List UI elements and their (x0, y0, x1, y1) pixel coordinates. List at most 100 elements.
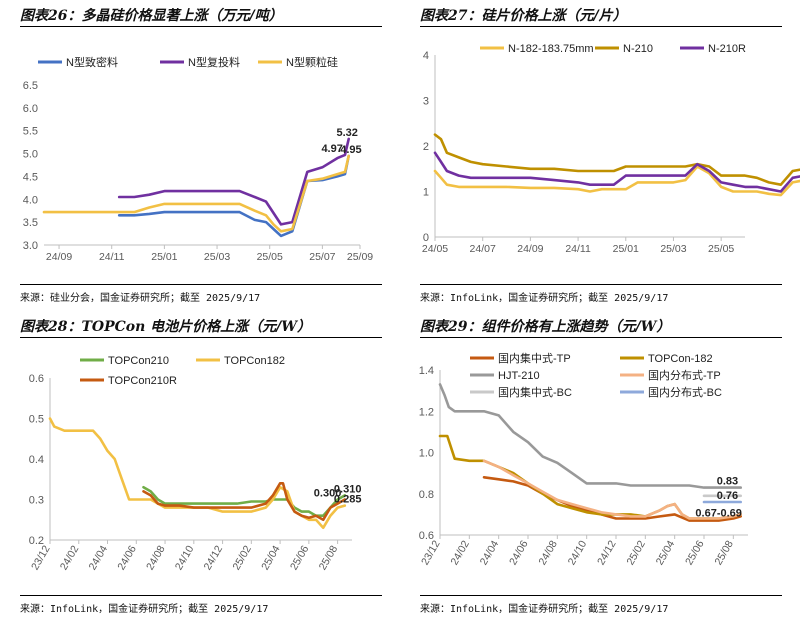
y-tick-label: 3.5 (23, 217, 38, 229)
y-tick-label: 0.6 (419, 530, 434, 542)
series-line (482, 476, 743, 522)
x-tick-label: 24/07 (470, 243, 496, 255)
x-tick-label: 25/05 (708, 243, 734, 255)
data-label: 0.310 (334, 483, 362, 495)
x-tick-label: 24/02 (58, 543, 82, 572)
x-tick-label: 25/09 (347, 251, 373, 263)
panel-cell: 图表28：TOPCon 电池片价格上涨（元/W） 0.2 0.3 0.4 0.5 0.6… (0, 311, 400, 621)
x-tick-label: 25/03 (204, 251, 230, 263)
x-tick-label: 25/06 (683, 538, 707, 567)
chart-title: 图表29：组件价格有上涨趋势（元/W） (420, 319, 671, 335)
legend-label: TOPCon210R (108, 375, 177, 387)
data-label: 0.285 (334, 494, 362, 506)
y-tick-label: 3.0 (23, 240, 38, 252)
x-tick-label: 25/08 (712, 538, 736, 567)
legend-label: N-210R (708, 43, 746, 55)
x-tick-label: 24/08 (144, 543, 168, 572)
series-line (482, 459, 743, 520)
data-label: 0.76 (717, 490, 738, 502)
x-tick-label: 25/02 (624, 538, 648, 567)
panel-module: 图表29：组件价格有上涨趋势（元/W） 0.6 0.8 1.0 1.2 1.4 23/12… (400, 311, 800, 621)
y-tick-label: 0.3 (29, 495, 44, 507)
x-tick-label: 24/06 (507, 538, 531, 567)
legend-label: TOPCon182 (224, 355, 285, 367)
x-tick-label: 24/04 (478, 538, 502, 567)
legend-label: 国内分布式-BC (648, 385, 722, 399)
x-tick-label: 25/06 (288, 543, 312, 572)
y-tick-label: 0.5 (29, 414, 44, 426)
chart-title: 图表27：硅片价格上涨（元/片） (420, 8, 627, 24)
x-tick-label: 24/12 (202, 543, 226, 572)
source-rule (420, 595, 782, 596)
y-tick-label: 1.2 (419, 406, 434, 418)
y-tick-label: 5.0 (23, 149, 38, 161)
y-tick-label: 6.0 (23, 103, 38, 115)
series-line (438, 383, 743, 489)
y-tick-label: 4.5 (23, 171, 38, 183)
y-tick-label: 1.0 (419, 448, 434, 460)
y-tick-label: 1 (423, 187, 429, 199)
x-tick-label: 25/04 (654, 538, 678, 567)
legend-label: N型致密料 (66, 55, 118, 69)
x-tick-label: 24/09 (517, 243, 543, 255)
chart-source: 来源：InfoLink，国金证券研究所；截至 2025/9/17 (20, 604, 269, 615)
x-tick-label: 24/10 (566, 538, 590, 567)
y-tick-label: 5.5 (23, 126, 38, 138)
source-rule (420, 284, 782, 285)
panel-polysilicon: 图表26：多晶硅价格显著上涨（万元/吨） 3.0 3.5 4.0 4.5 5.0 5.5 6… (0, 0, 400, 310)
data-label: 4.95 (340, 144, 361, 156)
chart-source: 来源：InfoLink，国金证券研究所；截至 2025/9/17 (420, 293, 669, 304)
y-tick-label: 3 (423, 96, 429, 108)
y-tick-label: 4.0 (23, 194, 38, 206)
series-line (433, 151, 800, 193)
series-line (433, 133, 800, 186)
chart-polysilicon-price: 3.0 3.5 4.0 4.5 5.0 5.5 6.0 6.5 24/09 24/11 25/01 2… (23, 55, 374, 263)
chart-title: 图表26：多晶硅价格显著上涨（万元/吨） (20, 8, 283, 24)
x-tick-label: 24/12 (595, 538, 619, 567)
data-label: 0.300 (314, 488, 342, 500)
title-rule (420, 337, 782, 338)
chart-source: 来源：硅业分会，国金证券研究所；截至 2025/9/17 (20, 293, 261, 304)
x-tick-label: 24/04 (87, 543, 111, 572)
y-tick-label: 0.4 (29, 454, 44, 466)
data-label: 5.32 (336, 127, 357, 139)
x-tick-label: 25/05 (257, 251, 283, 263)
legend-label: 国内分布式-TP (648, 368, 721, 382)
data-label: 0.83 (717, 476, 738, 488)
y-tick-label: 2 (423, 141, 429, 153)
legend-label: HJT-210 (498, 370, 540, 382)
title-rule (20, 26, 382, 27)
x-tick-label: 24/08 (536, 538, 560, 567)
title-rule (20, 337, 382, 338)
series-line (117, 154, 351, 238)
series-line (42, 154, 351, 233)
x-tick-label: 24/11 (565, 243, 591, 255)
x-tick-label: 24/10 (173, 543, 197, 572)
x-tick-label: 25/04 (259, 543, 283, 572)
legend-label: 国内集中式-TP (498, 351, 571, 365)
data-label: 0.67-0.69 (695, 508, 741, 520)
x-tick-label: 24/02 (448, 538, 472, 567)
y-tick-label: 0 (423, 232, 429, 244)
legend-label: TOPCon-182 (648, 353, 713, 365)
x-tick-label: 25/03 (660, 243, 686, 255)
x-tick-label: 25/01 (151, 251, 177, 263)
legend-label: N型颗粒硅 (286, 55, 338, 69)
y-tick-label: 4 (423, 50, 429, 62)
x-tick-label: 24/09 (46, 251, 72, 263)
chart-module-price: 0.6 0.8 1.0 1.2 1.4 23/12 24/02 24/04 24/06 24/08… (419, 351, 748, 567)
data-label: 4.97 (321, 143, 342, 155)
y-tick-label: 1.4 (419, 365, 434, 377)
x-tick-label: 24/11 (99, 251, 125, 263)
y-tick-label: 6.5 (23, 80, 38, 92)
legend-label: TOPCon210 (108, 355, 169, 367)
title-rule (420, 26, 782, 27)
x-tick-label: 25/07 (309, 251, 335, 263)
legend-label: N-210 (623, 43, 653, 55)
x-tick-label: 25/02 (230, 543, 254, 572)
chart-topcon-cell-price: 0.2 0.3 0.4 0.5 0.6 23/12 24/02 24/04 24/06 24/08… (29, 355, 362, 572)
chart-source: 来源：InfoLink，国金证券研究所；截至 2025/9/17 (420, 604, 669, 615)
chart-title: 图表28：TOPCon 电池片价格上涨（元/W） (20, 319, 311, 335)
x-tick-label: 24/06 (115, 543, 139, 572)
source-rule (20, 595, 382, 596)
